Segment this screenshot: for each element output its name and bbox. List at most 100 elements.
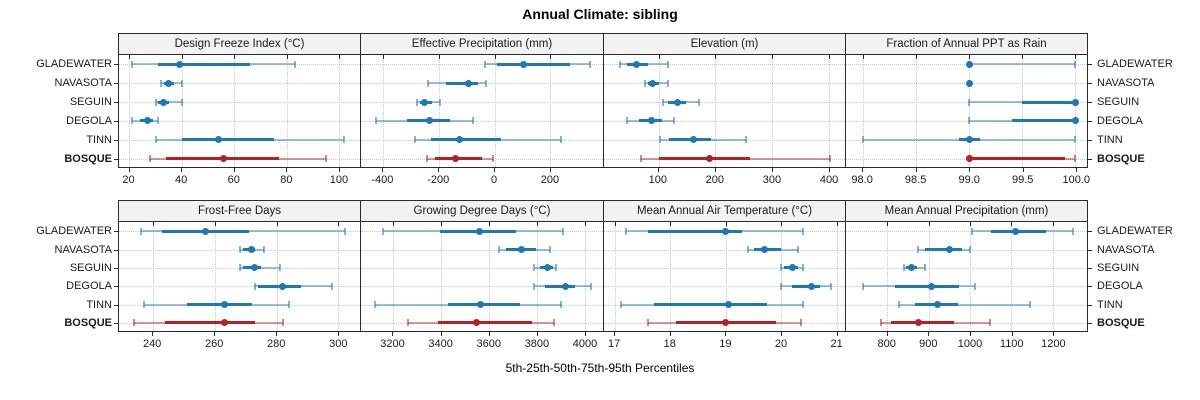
x-tick	[1053, 332, 1055, 336]
x-tick	[836, 332, 838, 336]
x-tick	[829, 168, 831, 172]
cap-95th	[796, 246, 799, 253]
cap-5th	[861, 282, 864, 290]
cap-95th	[829, 155, 832, 163]
x-tick	[440, 332, 442, 336]
percentile-row-seguin	[361, 55, 603, 167]
cap-5th	[375, 117, 378, 125]
category-tick	[1088, 83, 1092, 85]
x-gridline	[1022, 55, 1024, 167]
percentile-row-bosque	[361, 222, 603, 331]
row-guideline	[119, 102, 360, 104]
x-tick	[969, 168, 971, 172]
cap-5th	[780, 282, 783, 290]
cap-95th	[343, 136, 346, 144]
category-tick	[1088, 249, 1092, 251]
x-tick-label: 20	[774, 338, 788, 350]
x-gridline	[836, 222, 838, 331]
row-guideline	[846, 102, 1087, 104]
percentile-row-gladewater	[119, 55, 360, 167]
x-tick-top	[214, 222, 216, 226]
x-tick	[714, 168, 716, 172]
cap-95th	[1072, 227, 1075, 235]
x-tick	[382, 168, 384, 172]
x-tick	[781, 332, 783, 336]
bar-25th-75th	[894, 284, 960, 288]
cap-5th	[532, 264, 535, 272]
cap-95th	[802, 301, 805, 308]
median-dot	[452, 155, 460, 163]
panel-strip-mean-annual-air-temperature-c: Mean Annual Air Temperature (°C)	[603, 200, 846, 222]
panel-title: Frost-Free Days	[197, 205, 282, 217]
cap-95th	[802, 264, 805, 272]
cap-5th	[131, 117, 134, 125]
cap-5th	[861, 136, 864, 144]
x-tick-label: 280	[267, 338, 286, 350]
percentile-row-gladewater	[361, 222, 603, 331]
median-dot	[220, 319, 228, 327]
cap-5th	[154, 98, 157, 106]
row-label-right-navasota: NAVASOTA	[1097, 77, 1155, 90]
row-label-right-navasota: NAVASOTA	[1097, 243, 1155, 256]
row-label-left-bosque: BOSQUE	[64, 152, 112, 165]
x-tick-label: 20	[122, 174, 135, 186]
median-dot	[965, 60, 973, 68]
x-tick-top	[725, 222, 727, 226]
percentile-row-tinn	[604, 55, 845, 167]
x-tick	[1011, 332, 1013, 336]
row-label-left-gladewater: GLADEWATER	[36, 58, 112, 71]
x-tick	[886, 332, 888, 336]
panel-strip-frost-free-days: Frost-Free Days	[118, 200, 361, 222]
percentile-row-tinn	[846, 222, 1087, 331]
category-tick	[114, 102, 118, 104]
row-guideline	[361, 102, 603, 104]
x-gridline	[234, 55, 236, 167]
category-tick	[114, 249, 118, 251]
bar-25th-75th	[158, 62, 250, 66]
percentile-row-navasota	[361, 222, 603, 331]
median-dot	[722, 227, 730, 235]
row-guideline	[361, 267, 603, 269]
row-guideline	[846, 286, 1087, 288]
cap-5th	[532, 282, 535, 290]
cap-95th	[923, 264, 926, 272]
median-dot	[279, 282, 287, 290]
bar-25th-75th	[924, 248, 962, 251]
median-dot	[706, 155, 714, 163]
cap-95th	[485, 79, 488, 87]
median-dot	[1071, 117, 1079, 125]
percentile-row-gladewater	[361, 55, 603, 167]
cap-5th	[662, 98, 665, 106]
x-tick-label: 1100	[999, 338, 1024, 350]
panel-strip-growing-degree-days-c: Growing Degree Days (°C)	[360, 200, 604, 222]
row-label-right-seguin: SEGUIN	[1097, 96, 1140, 109]
median-dot	[808, 282, 816, 290]
x-gridline	[339, 55, 341, 167]
cap-5th	[747, 246, 750, 253]
cap-95th	[802, 227, 805, 235]
x-tick-label: 300	[329, 338, 348, 350]
x-tick-top	[1011, 222, 1013, 226]
x-tick	[970, 332, 972, 336]
bar-25th-75th	[1022, 100, 1076, 104]
panel-plot-effective-precipitation-mm	[360, 55, 604, 168]
row-guideline	[846, 120, 1087, 122]
panel-plot-design-freeze-index-c	[118, 55, 361, 168]
x-axis-caption: 5th-25th-50th-75th-95th Percentiles	[505, 361, 695, 375]
x-tick-label: 40	[175, 174, 188, 186]
category-tick	[114, 83, 118, 85]
panel-strip-mean-annual-precipitation-mm: Mean Annual Precipitation (mm)	[845, 200, 1088, 222]
median-dot	[420, 98, 428, 106]
percentile-row-seguin	[604, 55, 845, 167]
cap-95th	[324, 155, 327, 163]
bar-25th-75th	[653, 303, 768, 306]
whisker-5th-95th	[969, 101, 1076, 104]
row-label-right-tinn: TINN	[1097, 133, 1123, 146]
percentile-row-gladewater	[119, 222, 360, 331]
x-tick-top	[670, 222, 672, 226]
category-tick	[114, 231, 118, 233]
percentile-row-seguin	[846, 55, 1087, 167]
cap-95th	[673, 117, 676, 125]
cap-5th	[917, 246, 920, 253]
x-tick	[725, 332, 727, 336]
